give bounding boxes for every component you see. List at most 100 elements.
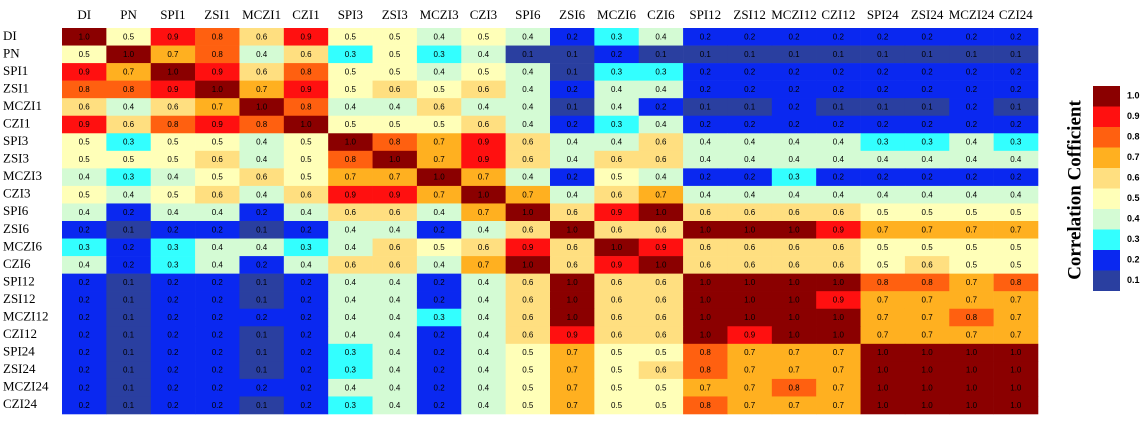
cell-label: 0.8 — [300, 103, 312, 112]
cell-label: 0.7 — [345, 173, 357, 182]
column-label: MCZI12 — [771, 7, 817, 22]
heatmap-cell — [461, 133, 506, 152]
column-label: SPI24 — [867, 7, 899, 22]
cell-label: 0.1 — [522, 50, 534, 59]
cell-label: 0.4 — [256, 155, 268, 164]
cell-label: 0.2 — [788, 67, 800, 76]
row-label: ZSI3 — [3, 151, 29, 166]
cell-label: 0.4 — [300, 208, 312, 217]
cell-label: 0.5 — [300, 155, 312, 164]
cell-label: 1.0 — [611, 243, 623, 252]
cell-label: 0.5 — [389, 50, 401, 59]
cell-label: 0.1 — [123, 383, 135, 392]
cell-label: 0.6 — [123, 120, 135, 129]
heatmap-cell — [860, 168, 906, 187]
heatmap-cell — [771, 63, 817, 81]
heatmap-cell — [904, 396, 950, 415]
column-label: ZSI12 — [733, 7, 766, 22]
cell-label: 0.9 — [79, 120, 91, 129]
cell-label: 0.3 — [655, 67, 667, 76]
heatmap-cell — [505, 45, 551, 64]
heatmap-cell — [550, 133, 595, 152]
heatmap-cell — [505, 256, 551, 274]
cell-label: 0.4 — [700, 155, 712, 164]
heatmap-cell — [550, 45, 595, 64]
cell-label: 0.2 — [300, 331, 312, 340]
colorbar-swatch — [1093, 127, 1120, 148]
heatmap-cell — [683, 45, 728, 64]
heatmap-cell — [683, 343, 728, 362]
cell-label: 0.1 — [123, 225, 135, 234]
column-label: SPI6 — [515, 7, 541, 22]
heatmap-cell — [283, 291, 329, 310]
cell-label: 0.4 — [833, 155, 845, 164]
cell-label: 0.2 — [922, 173, 934, 182]
cell-label: 0.5 — [389, 32, 401, 41]
heatmap-cell — [62, 98, 107, 117]
cell-label: 0.9 — [212, 120, 224, 129]
cell-label: 0.3 — [788, 173, 800, 182]
cell-label: 0.7 — [788, 348, 800, 357]
heatmap-cell — [860, 185, 906, 204]
cell-label: 0.5 — [877, 243, 889, 252]
heatmap-cell — [860, 378, 906, 397]
heatmap-cell — [594, 343, 640, 362]
cell-label: 0.2 — [922, 120, 934, 129]
cell-label: 1.0 — [700, 278, 712, 287]
cell-label: 1.0 — [567, 296, 579, 305]
cell-label: 0.4 — [788, 190, 800, 199]
heatmap-cell — [150, 221, 196, 239]
heatmap-cell — [195, 291, 240, 310]
heatmap-cell — [993, 326, 1039, 345]
cell-label: 0.7 — [1010, 331, 1022, 340]
cell-label: 1.0 — [389, 155, 401, 164]
heatmap-cell — [195, 238, 240, 257]
colorbar-label: 0.6 — [1127, 173, 1140, 183]
heatmap-cell — [283, 28, 329, 46]
cell-label: 0.8 — [1010, 278, 1022, 287]
colorbar-swatch — [1093, 229, 1120, 250]
heatmap-cell — [328, 98, 373, 117]
heatmap-cell — [283, 308, 329, 327]
cell-label: 0.2 — [700, 173, 712, 182]
heatmap-cell — [328, 28, 373, 46]
cell-label: 0.2 — [611, 50, 623, 59]
cell-label: 0.1 — [567, 103, 579, 112]
heatmap-cell — [150, 98, 196, 117]
heatmap-cell — [372, 326, 418, 345]
heatmap-cell — [372, 221, 418, 239]
heatmap-cell — [550, 396, 595, 415]
cell-label: 0.1 — [788, 50, 800, 59]
heatmap-cell — [550, 115, 595, 134]
cell-label: 0.7 — [567, 383, 579, 392]
cell-label: 0.8 — [256, 120, 268, 129]
cell-label: 0.6 — [256, 173, 268, 182]
cell-label: 0.2 — [1010, 67, 1022, 76]
cell-label: 0.9 — [212, 67, 224, 76]
cell-label: 0.2 — [833, 173, 845, 182]
heatmap-cell — [106, 168, 152, 187]
cell-label: 0.4 — [256, 190, 268, 199]
heatmap-cell — [328, 256, 373, 274]
cell-label: 0.2 — [966, 32, 978, 41]
cell-label: 1.0 — [788, 225, 800, 234]
heatmap-cell — [505, 291, 551, 310]
cell-label: 0.4 — [567, 155, 579, 164]
cell-label: 0.6 — [744, 260, 756, 269]
heatmap-cell — [550, 221, 595, 239]
heatmap-cell — [106, 115, 152, 134]
heatmap-cell — [949, 80, 994, 99]
heatmap-cell — [816, 45, 861, 64]
cell-label: 1.0 — [877, 401, 889, 410]
heatmap-cell — [150, 396, 196, 415]
cell-label: 0.6 — [345, 260, 357, 269]
cell-label: 0.2 — [966, 85, 978, 94]
row-label: SPI12 — [3, 273, 35, 288]
cell-label: 1.0 — [167, 67, 179, 76]
cell-label: 0.4 — [478, 225, 490, 234]
heatmap-cell — [771, 28, 817, 46]
heatmap-cell — [904, 133, 950, 152]
cell-label: 0.7 — [522, 190, 534, 199]
cell-label: 0.1 — [256, 366, 268, 375]
heatmap-cell — [904, 238, 950, 257]
